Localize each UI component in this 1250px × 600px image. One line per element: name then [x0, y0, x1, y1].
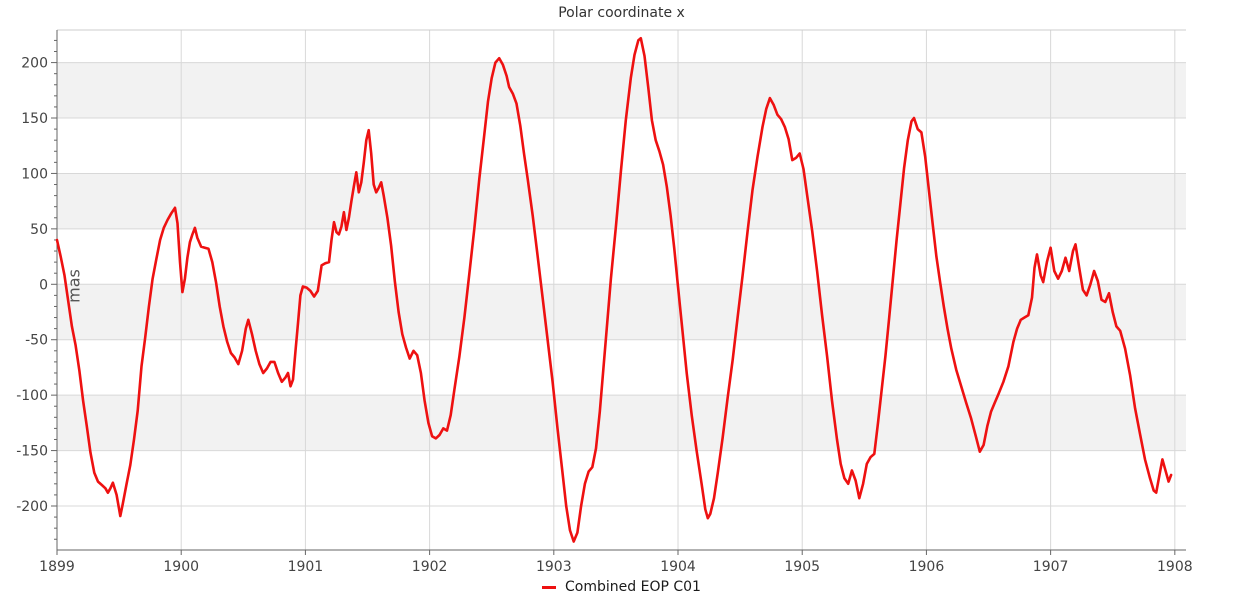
y-tick-label: -50 — [25, 333, 48, 349]
y-tick-label: -100 — [16, 388, 48, 404]
alt-band — [57, 173, 1186, 229]
x-tick-label: 1907 — [1033, 559, 1069, 575]
chart-title: Polar coordinate x — [558, 5, 685, 21]
x-tick-label: 1908 — [1157, 559, 1193, 575]
x-tick-label: 1901 — [288, 559, 324, 575]
y-tick-label: 0 — [39, 277, 48, 293]
y-tick-label: -150 — [16, 444, 48, 460]
x-tick-label: 1906 — [909, 559, 945, 575]
x-tick-label: 1905 — [784, 559, 820, 575]
x-tick-label: 1899 — [39, 559, 75, 575]
x-tick-label: 1904 — [660, 559, 696, 575]
y-tick-label: 50 — [30, 222, 48, 238]
alt-band — [57, 395, 1186, 451]
legend-line-marker — [542, 585, 557, 589]
legend: Combined EOP C01 — [57, 577, 1186, 597]
y-axis-unit-label: mas — [64, 269, 84, 303]
x-tick-label: 1903 — [536, 559, 572, 575]
y-tick-label: 150 — [21, 111, 48, 127]
series-line — [55, 36, 1173, 543]
y-tick-label: 200 — [21, 56, 48, 72]
alt-band — [57, 62, 1186, 119]
x-tick-label: 1900 — [163, 559, 199, 575]
x-tick-label: 1902 — [412, 559, 448, 575]
legend-series-label: Combined EOP C01 — [565, 579, 701, 595]
y-tick-label: -200 — [16, 499, 48, 515]
y-tick-label: 100 — [21, 166, 48, 182]
